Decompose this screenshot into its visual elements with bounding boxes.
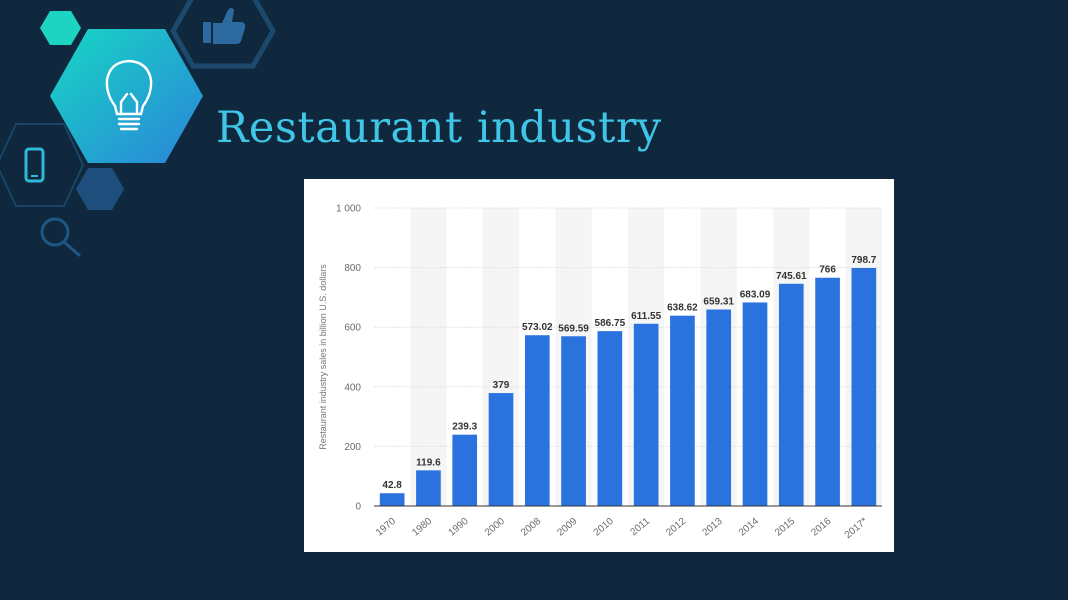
bar-value-label: 239.3 [452, 422, 477, 433]
dark-hexagon [76, 168, 124, 210]
bar [524, 335, 550, 506]
slide-title: Restaurant industry [216, 103, 662, 153]
bar [597, 331, 623, 506]
x-tick-label: 1990 [447, 516, 471, 539]
bar-value-label: 586.75 [595, 318, 626, 329]
bar-chart: 0 200 400 600 800 1 000 42.8 119.6 239.3 379 573.… [318, 204, 882, 542]
bar-value-label: 611.55 [631, 311, 661, 322]
bar-value-label: 745.61 [776, 271, 807, 282]
x-tick-label: 2010 [592, 516, 616, 539]
bar [706, 309, 732, 506]
bar [742, 302, 768, 506]
bar [416, 470, 441, 506]
thumbs-up-icon [203, 8, 246, 44]
bar-value-label: 683.09 [740, 289, 771, 300]
bars [379, 267, 877, 506]
x-tick-label: 2017* [843, 516, 870, 541]
x-tick-label: 2000 [483, 516, 507, 539]
column-band [410, 208, 447, 506]
x-tick-label: 2008 [519, 516, 543, 539]
x-tick-label: 2014 [737, 516, 761, 539]
x-tick-label: 2013 [701, 516, 725, 539]
bar [561, 336, 586, 506]
x-axis-ticks: 1970 1980 1990 2000 2008 2009 2010 2011 2012 2013… [374, 516, 870, 542]
bar [778, 283, 804, 506]
bar-value-label: 766 [819, 265, 836, 276]
y-tick-label: 400 [344, 382, 361, 393]
y-tick-label: 0 [355, 502, 361, 513]
x-tick-label: 2009 [555, 516, 579, 539]
x-tick-label: 1970 [374, 516, 398, 539]
y-tick-label: 200 [344, 442, 361, 453]
y-axis-ticks: 0 200 400 600 800 1 000 [336, 204, 361, 513]
x-tick-label: 2015 [773, 516, 797, 539]
x-tick-label: 1980 [410, 516, 434, 539]
decoration-cluster [0, 0, 276, 257]
bar-value-label: 638.62 [667, 303, 698, 314]
value-labels: 42.8 119.6 239.3 379 573.02 569.59 586.75 611.5… [382, 255, 876, 491]
bar-value-label: 798.7 [851, 255, 876, 266]
chart-panel: 0 200 400 600 800 1 000 42.8 119.6 239.3 379 573.… [304, 179, 894, 552]
y-axis-title: Restaurant industry sales in billion U.S… [318, 264, 328, 450]
y-tick-label: 800 [344, 263, 361, 274]
x-tick-label: 2012 [664, 516, 688, 539]
bar [815, 277, 840, 506]
bar [633, 323, 659, 506]
small-hexagon [40, 11, 81, 45]
outline-hexagon-left [0, 123, 84, 207]
bar-value-label: 569.59 [558, 323, 589, 334]
bar-value-label: 659.31 [703, 297, 734, 308]
bar [452, 434, 478, 506]
bar-value-label: 42.8 [382, 480, 402, 491]
bar-value-label: 119.6 [416, 457, 441, 468]
bar [670, 315, 695, 506]
bar [379, 493, 405, 506]
x-tick-label: 2011 [629, 516, 653, 539]
lightbulb-icon [105, 59, 153, 131]
smartphone-icon [24, 147, 45, 183]
magnifier-icon [40, 217, 81, 257]
x-tick-label: 2016 [809, 516, 833, 539]
y-tick-label: 1 000 [336, 204, 361, 215]
bar [851, 267, 877, 506]
y-tick-label: 600 [344, 323, 361, 334]
bar-value-label: 573.02 [522, 322, 553, 333]
bar [488, 393, 514, 506]
outline-hexagon-top [170, 0, 276, 69]
bar-value-label: 379 [493, 380, 510, 391]
